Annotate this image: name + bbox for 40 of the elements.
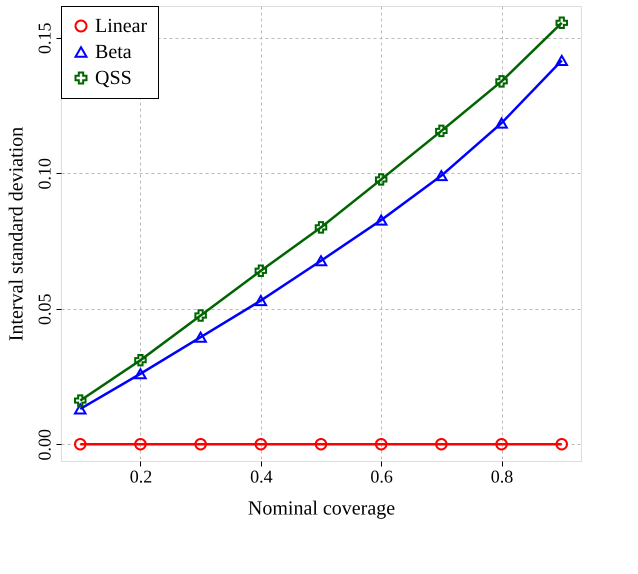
x-axis-title: Nominal coverage (248, 498, 396, 520)
point (435, 438, 448, 450)
point (74, 438, 87, 450)
point (74, 403, 87, 415)
point (74, 394, 87, 407)
point (134, 354, 147, 366)
point (254, 438, 268, 450)
y-tick-label: 0.15 (34, 22, 54, 54)
y-tick-label: 0.05 (34, 293, 54, 325)
point (134, 438, 147, 450)
point (314, 438, 328, 450)
point (374, 173, 388, 186)
point (495, 75, 508, 88)
y-tick-label: 0.10 (34, 158, 54, 190)
point (495, 438, 508, 450)
legend-label: QSS (95, 67, 132, 89)
point (314, 221, 328, 234)
point (495, 118, 508, 129)
point (374, 214, 388, 226)
y-tick-label: 0.00 (34, 428, 54, 460)
point (194, 438, 207, 450)
point (435, 124, 448, 138)
point (254, 295, 268, 306)
y-axis-title: Interval standard deviation (6, 126, 28, 342)
x-tick-label: 0.2 (130, 466, 152, 486)
legend-label: Beta (95, 41, 132, 63)
x-tick-label: 0.8 (490, 466, 514, 486)
point (314, 255, 328, 266)
point (134, 368, 147, 380)
x-tick-label: 0.4 (250, 466, 273, 486)
point (194, 309, 207, 322)
point (435, 170, 448, 182)
legend-label: Linear (95, 15, 148, 37)
point (555, 438, 568, 450)
point (555, 54, 568, 66)
point (555, 16, 568, 30)
point (374, 438, 388, 450)
point (194, 332, 207, 343)
x-tick-label: 0.6 (370, 466, 393, 486)
point (254, 264, 268, 278)
